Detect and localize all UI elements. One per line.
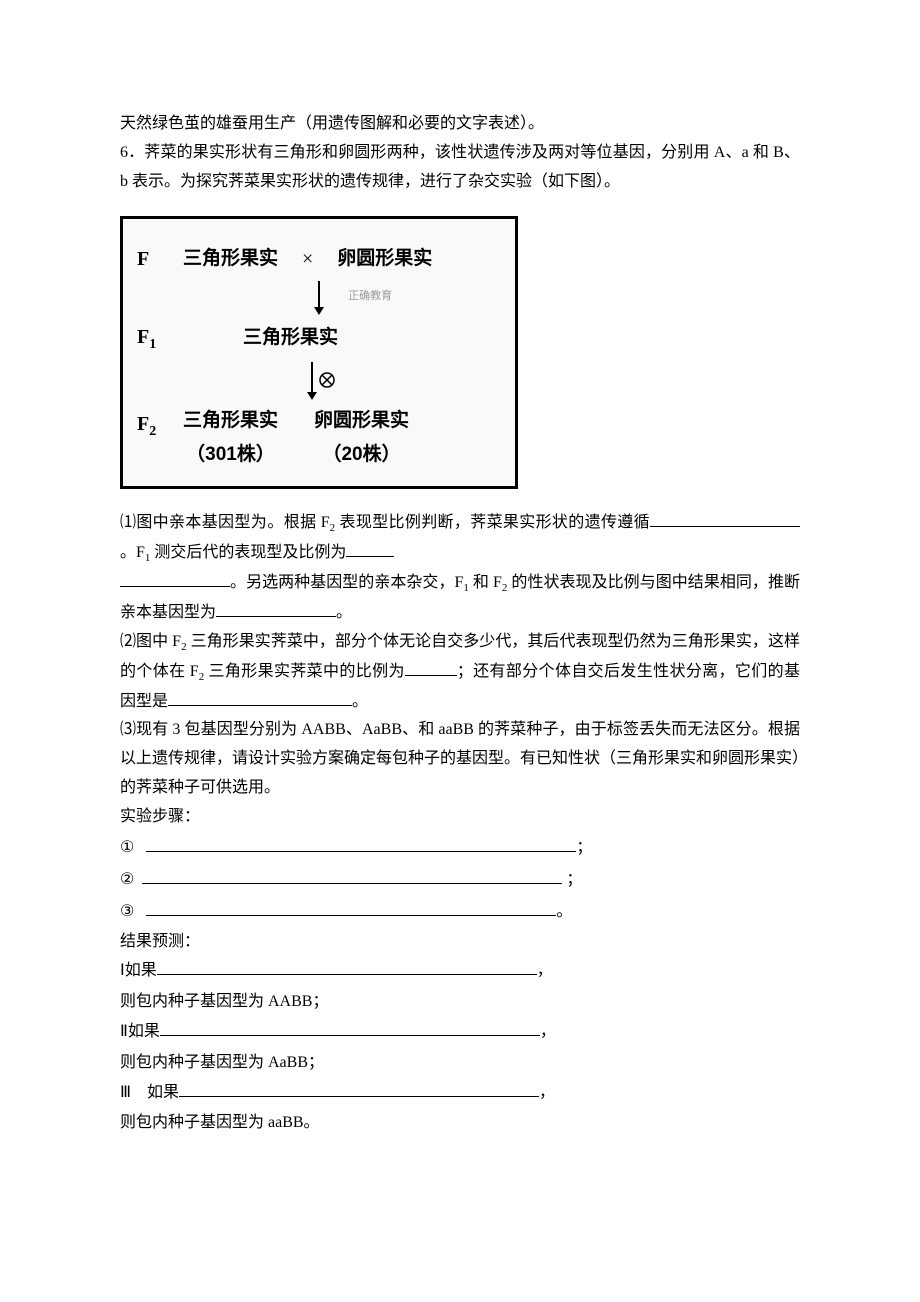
pred-3: Ⅲ 如果 ， <box>120 1078 800 1108</box>
step1-num: ① <box>120 839 134 856</box>
blank-p2-2[interactable] <box>168 691 352 706</box>
pred3-label: Ⅲ 如果 <box>120 1084 179 1101</box>
cross-diagram: F 三角形果实 × 卵圆形果实 正确教育 F1 三角形果实 <box>120 216 518 489</box>
prev-question-tail: 天然绿色茧的雄蚕用生产（用遗传图解和必要的文字表述）。 <box>120 110 800 139</box>
blank-pred2[interactable] <box>160 1022 540 1037</box>
q6-header: 6．荠菜的果实形状有三角形和卵圆形两种，该性状遗传涉及两对等位基因，分别用 A、… <box>120 139 800 197</box>
p1-seg6: 。另选两种基因型的亲本杂交，F <box>230 574 463 591</box>
diagram-row-f2: F2 三角形果实 （301株） 卵圆形果实 （20株） <box>137 404 501 472</box>
pred2-result: 则包内种子基因型为 AaBB； <box>120 1048 800 1078</box>
pred-1: Ⅰ如果 ， <box>120 956 800 986</box>
part1-text: ⑴图中亲本基因型为。根据 F2 表现型比例判断，荠菜果实形状的遗传遵循。F1 测… <box>120 509 800 628</box>
p2-seg5: 。 <box>352 693 368 710</box>
p1-seg7: 和 F <box>469 574 502 591</box>
part2-text: ⑵图中 F2 三角形果实荠菜中，部分个体无论自交多少代，其后代表现型仍然为三角形… <box>120 628 800 717</box>
down-arrow-icon <box>309 281 329 315</box>
f2-pheno1: 三角形果实 <box>183 404 278 438</box>
f2-count1: （301株） <box>183 438 278 472</box>
p2-seg1: ⑵图中 F <box>120 633 181 650</box>
down-arrow-selfcross-icon <box>302 362 336 400</box>
f1-pheno: 三角形果实 <box>243 321 338 355</box>
step-1: ① ； <box>120 832 800 864</box>
f1-label: F1 <box>137 319 183 357</box>
f2-col1: 三角形果实 （301株） <box>183 404 278 472</box>
blank-step1[interactable] <box>146 837 576 852</box>
f2-col2: 卵圆形果实 （20株） <box>314 404 409 472</box>
pred1-result: 则包内种子基因型为 AABB； <box>120 987 800 1017</box>
p1-seg2: 。根据 F <box>267 514 330 531</box>
blank-pred1[interactable] <box>157 961 537 976</box>
part3-text: ⑶现有 3 包基因型分别为 AABB、AaBB、和 aaBB 的荠菜种子，由于标… <box>120 716 800 802</box>
step-2: ② ； <box>120 864 800 896</box>
step3-end: 。 <box>556 903 572 920</box>
p2-seg3: 三角形果实荠菜中的比例为 <box>204 663 405 680</box>
blank-p1-3[interactable] <box>346 542 394 557</box>
pred3-result: 则包内种子基因型为 aaBB。 <box>120 1108 800 1138</box>
f2-label: F2 <box>137 404 183 444</box>
blank-p1-3b[interactable] <box>120 572 230 587</box>
arrow-1-wrap: 正确教育 <box>137 281 501 315</box>
pred-header: 结果预测： <box>120 928 800 957</box>
pred2-label: Ⅱ如果 <box>120 1023 160 1040</box>
f-parent1: 三角形果实 <box>183 242 278 276</box>
blank-pred3[interactable] <box>179 1082 539 1097</box>
step3-num: ③ <box>120 903 134 920</box>
step2-num: ② <box>120 871 134 888</box>
pred1-label: Ⅰ如果 <box>120 962 157 979</box>
arrow-2-wrap <box>137 362 501 400</box>
diagram-row-f1: F1 三角形果实 <box>137 319 501 357</box>
p1-seg5: 测交后代的表现型及比例为 <box>150 544 346 561</box>
f-parent2: 卵圆形果实 <box>337 242 432 276</box>
p1-seg9: 。 <box>336 604 352 621</box>
p1-seg1: ⑴图中亲本基因型为 <box>120 514 267 531</box>
diagram-row-f: F 三角形果实 × 卵圆形果实 <box>137 241 501 277</box>
step-3: ③ 。 <box>120 896 800 928</box>
steps-header: 实验步骤： <box>120 803 800 832</box>
f-label: F <box>137 241 183 277</box>
p1-seg4: 。F <box>120 544 145 561</box>
step1-end: ； <box>576 839 592 856</box>
pred-2: Ⅱ如果 ， <box>120 1017 800 1047</box>
watermark-text: 正确教育 <box>348 287 392 307</box>
p1-seg3: 表现型比例判断，荠菜果实形状的遗传遵循 <box>335 514 650 531</box>
f2-pheno2: 卵圆形果实 <box>314 404 409 438</box>
blank-step3[interactable] <box>146 901 556 916</box>
step2-end: ； <box>566 871 582 888</box>
pred3-comma: ， <box>539 1084 555 1101</box>
pred1-comma: ， <box>537 962 553 979</box>
cross-symbol: × <box>302 241 313 277</box>
blank-step2[interactable] <box>142 869 562 884</box>
blank-p2-1[interactable] <box>405 661 457 676</box>
f2-count2: （20株） <box>314 438 409 472</box>
pred2-comma: ， <box>540 1023 556 1040</box>
blank-p1-2[interactable] <box>650 512 800 527</box>
blank-p1-4[interactable] <box>216 602 336 617</box>
